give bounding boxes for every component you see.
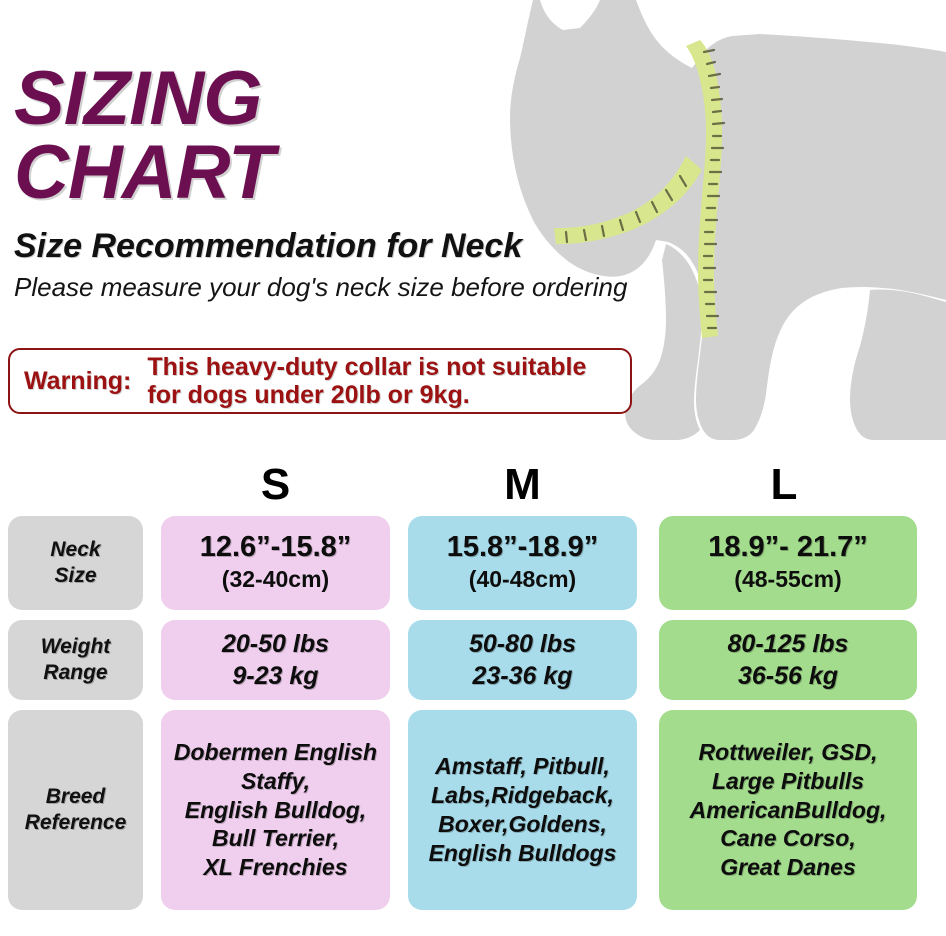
cell-neck-size-s: 12.6”-15.8” (32-40cm)	[161, 516, 390, 610]
warning-text-line-1: This heavy-duty collar is not suitable	[147, 353, 587, 381]
cell-value-main: 15.8”-18.9”	[446, 531, 599, 564]
page-header: SIZING CHART Size Recommendation for Nec…	[14, 56, 654, 302]
table-row-neck-size: Neck Size 12.6”-15.8” (32-40cm) 15.8”-18…	[0, 516, 946, 610]
cell-weight-range-s: 20-50 lbs 9-23 kg	[161, 620, 390, 700]
row-label-neck-size: Neck Size	[8, 516, 143, 610]
cell-value-main: 20-50 lbs	[221, 629, 329, 658]
page-subnote: Please measure your dog's neck size befo…	[14, 271, 628, 302]
row-label-line-1: Neck	[50, 537, 101, 561]
size-header-m: M	[504, 460, 541, 509]
size-header-l: L	[770, 460, 798, 509]
row-label-line-1: Breed	[45, 784, 106, 808]
table-row-breed-reference: Breed Reference Dobermen English Staffy,…	[0, 710, 946, 910]
page-title-line-2: CHART	[14, 130, 275, 216]
row-label-weight-range: Weight Range	[8, 620, 143, 700]
row-label-breed-reference: Breed Reference	[8, 710, 143, 910]
size-header-s: S	[260, 460, 291, 509]
cell-value-main: Dobermen English Staffy, English Bulldog…	[173, 738, 378, 881]
cell-value-sub: (40-48cm)	[468, 566, 577, 593]
cell-value-main: 12.6”-15.8”	[199, 531, 352, 564]
sizing-table: Neck Size 12.6”-15.8” (32-40cm) 15.8”-18…	[0, 516, 946, 920]
warning-label: Warning:	[24, 366, 132, 395]
warning-box: Warning: This heavy-duty collar is not s…	[8, 348, 632, 414]
cell-breed-reference-m: Amstaff, Pitbull, Labs,Ridgeback, Boxer,…	[408, 710, 637, 910]
row-label-line-2: Size	[54, 564, 97, 587]
cell-value-main: 18.9”- 21.7”	[708, 531, 868, 564]
page-subtitle: Size Recommendation for Neck	[14, 226, 523, 265]
cell-neck-size-l: 18.9”- 21.7” (48-55cm)	[659, 516, 917, 610]
cell-value-main: 50-80 lbs	[468, 629, 576, 658]
cell-value-sub: 9-23 kg	[232, 662, 319, 690]
cell-value-sub: (48-55cm)	[734, 566, 842, 593]
cell-breed-reference-l: Rottweiler, GSD, Large Pitbulls American…	[659, 710, 917, 910]
row-label-line-1: Weight	[40, 634, 111, 658]
dog-hind-leg	[850, 289, 946, 440]
cell-value-main: 80-125 lbs	[727, 629, 849, 658]
cell-neck-size-m: 15.8”-18.9” (40-48cm)	[408, 516, 637, 610]
cell-value-main: Rottweiler, GSD, Large Pitbulls American…	[689, 738, 887, 881]
row-label-line-2: Range	[43, 661, 108, 684]
table-row-weight-range: Weight Range 20-50 lbs 9-23 kg 50-80 lbs…	[0, 620, 946, 700]
row-label-line-2: Reference	[24, 811, 127, 834]
warning-text-line-2: for dogs under 20lb or 9kg.	[147, 381, 470, 409]
cell-weight-range-l: 80-125 lbs 36-56 kg	[659, 620, 917, 700]
size-header-row: S M L	[0, 462, 946, 508]
warning-text: This heavy-duty collar is not suitable f…	[147, 353, 586, 409]
cell-weight-range-m: 50-80 lbs 23-36 kg	[408, 620, 637, 700]
cell-value-sub: (32-40cm)	[221, 566, 330, 593]
cell-value-sub: 36-56 kg	[737, 662, 839, 690]
page-title-line-1: SIZING	[14, 56, 262, 141]
cell-value-sub: 23-36 kg	[472, 662, 573, 690]
cell-breed-reference-s: Dobermen English Staffy, English Bulldog…	[161, 710, 390, 910]
cell-value-main: Amstaff, Pitbull, Labs,Ridgeback, Boxer,…	[428, 753, 617, 866]
